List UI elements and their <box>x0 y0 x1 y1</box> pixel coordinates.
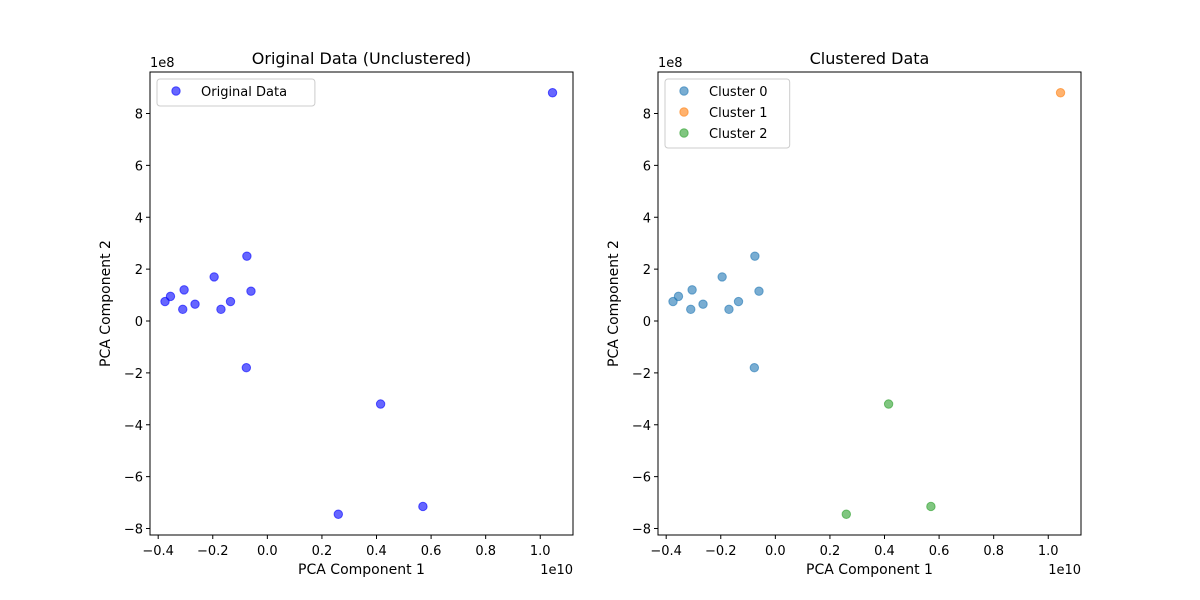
chart-title: Original Data (Unclustered) <box>252 49 471 68</box>
data-point <box>883 399 894 409</box>
x-offset-label: 1e10 <box>540 563 573 578</box>
data-point <box>209 272 219 282</box>
data-point <box>926 501 936 512</box>
data-point <box>178 304 188 315</box>
data-point <box>333 509 344 519</box>
x-tick-label: −0.4 <box>650 544 682 559</box>
x-tick-label: 0.6 <box>421 544 442 559</box>
data-point <box>190 299 200 309</box>
data-point <box>225 296 236 307</box>
y-tick-label: 0 <box>135 315 143 330</box>
legend-marker <box>171 86 181 96</box>
y-offset-label: 1e8 <box>658 56 683 71</box>
y-tick-label: 6 <box>135 159 143 174</box>
data-point <box>717 272 727 282</box>
y-tick-label: 2 <box>135 263 143 278</box>
y-tick-label: −8 <box>124 523 143 538</box>
x-tick-label: 1.0 <box>1038 544 1059 559</box>
data-point <box>375 399 386 409</box>
plot-frame <box>657 71 1082 536</box>
x-tick-label: 0.4 <box>874 544 895 559</box>
x-tick-label: 1.0 <box>530 544 551 559</box>
data-point <box>179 285 189 295</box>
y-tick-label: −2 <box>124 367 143 382</box>
x-tick-label: 0.2 <box>312 544 333 559</box>
data-point <box>750 251 760 261</box>
data-point <box>246 286 256 296</box>
data-point <box>749 362 760 373</box>
x-tick-label: 0.8 <box>475 544 496 559</box>
y-tick-label: 0 <box>643 315 651 330</box>
data-point <box>724 304 734 315</box>
y-tick-label: 2 <box>643 263 651 278</box>
y-offset-label: 1e8 <box>150 56 175 71</box>
x-tick-label: 0.0 <box>765 544 786 559</box>
legend-marker <box>679 107 689 117</box>
legend-label: Cluster 2 <box>709 127 768 142</box>
data-point <box>687 285 697 295</box>
y-tick-label: −6 <box>124 471 143 486</box>
y-tick-label: −8 <box>632 523 651 538</box>
data-point <box>841 509 852 519</box>
legend-marker <box>679 86 689 96</box>
data-point <box>242 251 252 261</box>
data-point <box>733 296 744 307</box>
x-tick-label: −0.2 <box>705 544 737 559</box>
legend-box <box>156 78 316 107</box>
x-tick-label: 0.2 <box>820 544 841 559</box>
y-tick-label: 4 <box>135 211 143 226</box>
y-tick-label: −4 <box>632 419 651 434</box>
y-tick-label: −2 <box>632 367 651 382</box>
y-tick-label: −6 <box>632 471 651 486</box>
y-tick-label: 8 <box>643 108 651 123</box>
data-point <box>165 291 176 302</box>
x-offset-label: 1e10 <box>1048 563 1081 578</box>
legend-box <box>664 78 791 149</box>
data-point <box>698 299 708 309</box>
y-axis-label: PCA Component 2 <box>98 240 114 367</box>
y-axis-label: PCA Component 2 <box>606 240 622 367</box>
chart-title: Clustered Data <box>810 49 930 68</box>
y-tick-label: 6 <box>643 159 651 174</box>
y-tick-label: 8 <box>135 108 143 123</box>
data-point <box>547 88 558 98</box>
legend-marker <box>679 128 689 138</box>
x-axis-label: PCA Component 1 <box>806 562 933 578</box>
legend-label: Cluster 0 <box>709 85 768 100</box>
x-tick-label: −0.4 <box>142 544 174 559</box>
data-point <box>241 362 252 373</box>
data-point <box>686 304 696 315</box>
plot-frame <box>149 71 574 536</box>
x-axis-label: PCA Component 1 <box>298 562 425 578</box>
data-point <box>673 291 684 302</box>
data-point <box>418 501 428 512</box>
x-tick-label: 0.0 <box>257 544 278 559</box>
x-tick-label: 0.8 <box>983 544 1004 559</box>
data-point <box>1055 88 1066 98</box>
legend-label: Cluster 1 <box>709 106 768 121</box>
data-point <box>754 286 764 296</box>
x-tick-label: 0.6 <box>929 544 950 559</box>
data-point <box>216 304 226 315</box>
legend-label: Original Data <box>201 85 287 100</box>
x-tick-label: 0.4 <box>366 544 387 559</box>
y-tick-label: −4 <box>124 419 143 434</box>
y-tick-label: 4 <box>643 211 651 226</box>
x-tick-label: −0.2 <box>197 544 229 559</box>
